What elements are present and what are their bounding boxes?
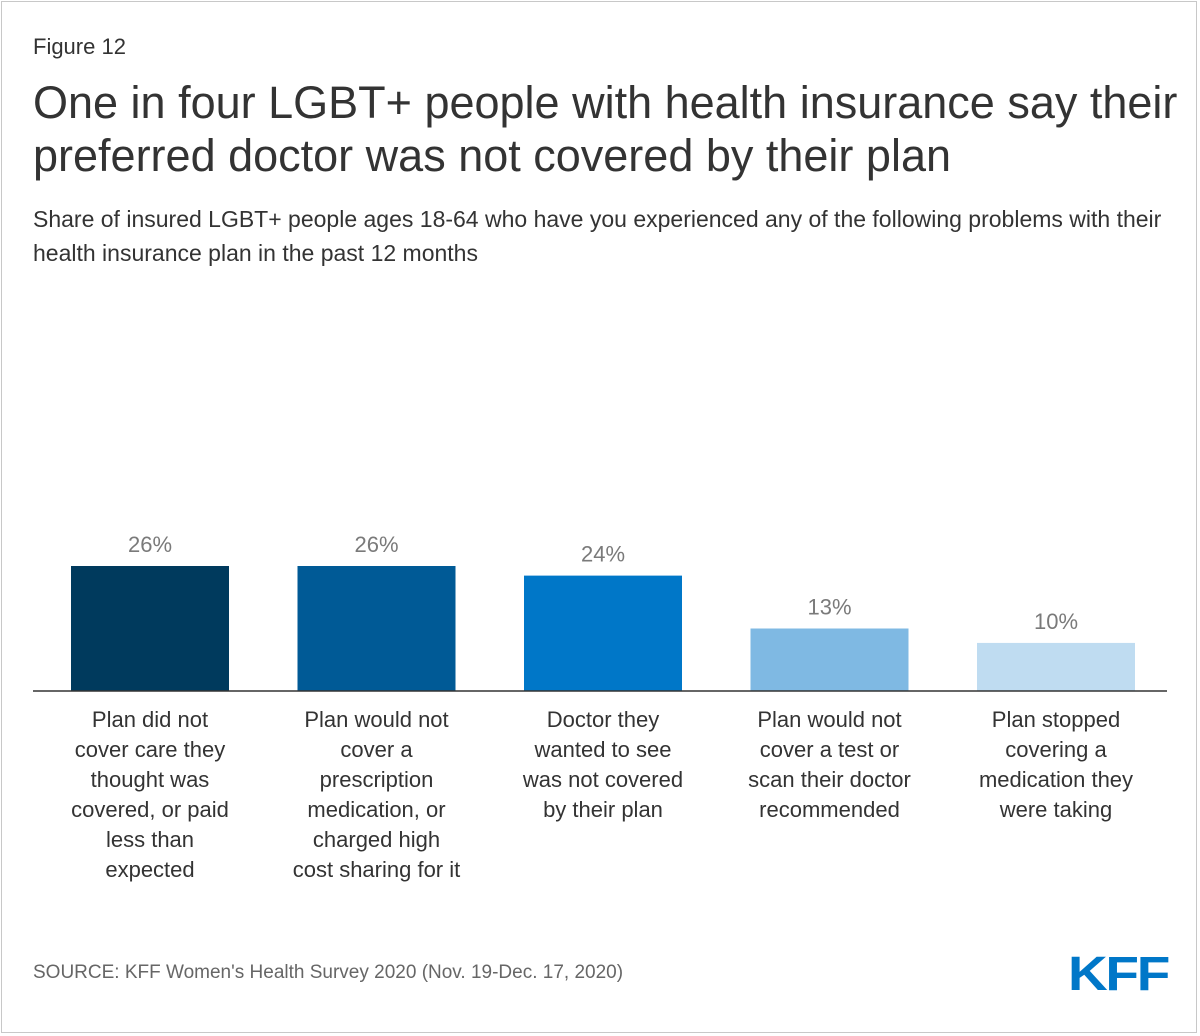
category-label: Plan stopped covering a medication they wer…: [979, 707, 1133, 822]
category-label: Plan did not cover care they thought was co…: [71, 707, 229, 882]
bar: [750, 628, 909, 691]
bar-value-label: 26%: [354, 532, 398, 557]
category-label-line: recommended: [759, 797, 900, 822]
bar-value-label: 10%: [1034, 609, 1078, 634]
category-label-line: medication, or: [307, 797, 445, 822]
category-label-line: medication they: [979, 767, 1133, 792]
category-label-line: cover care they: [75, 737, 225, 762]
figure-label: Figure 12: [33, 34, 126, 59]
category-label-line: Plan stopped: [992, 707, 1120, 732]
category-label-line: prescription: [320, 767, 434, 792]
category-label: Doctor they wanted to see was not covered b…: [522, 707, 683, 822]
bar-value-label: 24%: [581, 542, 625, 567]
bar-value-label: 13%: [807, 595, 851, 620]
category-label-line: thought was: [91, 767, 210, 792]
category-label-line: covered, or paid: [71, 797, 229, 822]
category-label-line: scan their doctor: [748, 767, 911, 792]
category-label-line: wanted to see: [534, 737, 672, 762]
category-label-line: was not covered: [522, 767, 683, 792]
bar: [977, 642, 1135, 691]
category-label-line: were taking: [999, 797, 1113, 822]
category-label-line: charged high: [313, 827, 440, 852]
kff-logo: KFF: [1068, 948, 1170, 994]
category-label-line: Plan did not: [92, 707, 208, 732]
bar-value-label: 26%: [128, 532, 172, 557]
bar-chart: 26% Plan did not cover care they thought wa…: [33, 532, 1167, 882]
category-label-line: cover a: [340, 737, 413, 762]
category-label-line: Doctor they: [547, 707, 660, 732]
category-label-line: expected: [105, 857, 194, 882]
category-label-line: covering a: [1005, 737, 1107, 762]
category-label-line: Plan would not: [304, 707, 448, 732]
category-label: Plan would not cover a prescription medicat…: [293, 707, 461, 882]
chart-title: One in four LGBT+ people with health ins…: [33, 77, 1178, 181]
category-label-line: Plan would not: [757, 707, 901, 732]
category-label-line: less than: [106, 827, 194, 852]
bar: [524, 575, 682, 691]
bar: [71, 566, 229, 691]
kff-logo-text: KFF: [1068, 948, 1169, 994]
category-label-line: cost sharing for it: [293, 857, 461, 882]
category-label-line: by their plan: [543, 797, 663, 822]
category-label: Plan would not cover a test or scan their …: [748, 707, 911, 822]
category-label-line: cover a test or: [760, 737, 899, 762]
bar: [297, 566, 456, 691]
chart-subtitle: Share of insured LGBT+ people ages 18-64…: [33, 206, 1162, 266]
source-note: SOURCE: KFF Women's Health Survey 2020 (…: [33, 962, 624, 983]
